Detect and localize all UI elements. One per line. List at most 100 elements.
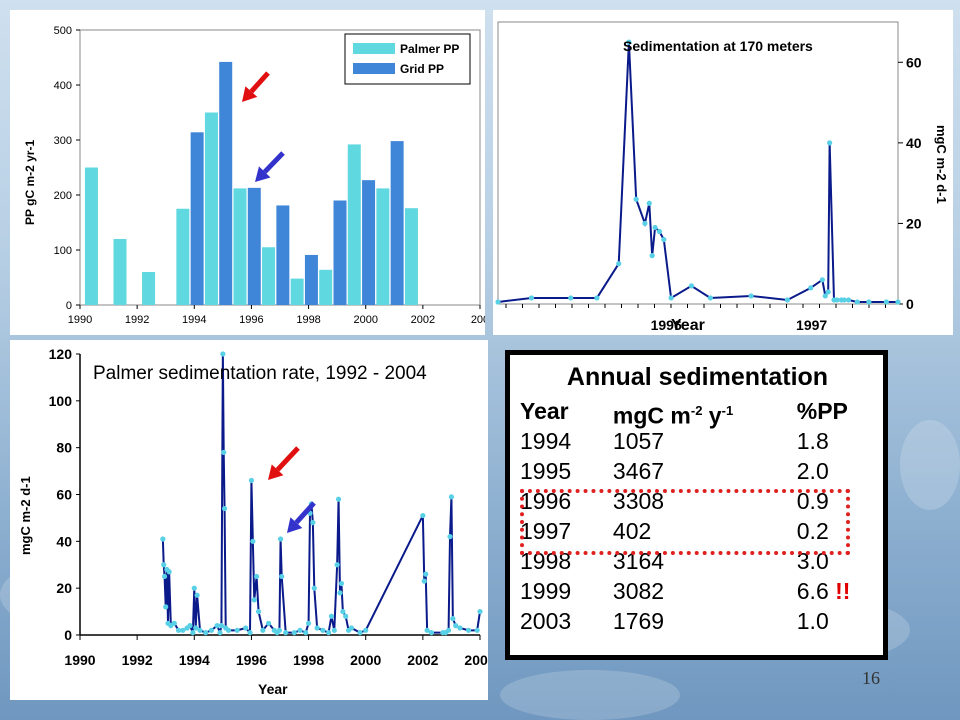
cell-pp-value: 1.0 — [796, 608, 829, 634]
annual-sedimentation-table: Annual sedimentation Year mgC m-2 y-1 %P… — [505, 350, 888, 660]
data-point — [220, 351, 226, 357]
red-arrow-icon-head — [242, 86, 258, 102]
data-point — [474, 627, 480, 633]
y-tick-label: 100 — [49, 393, 73, 409]
y-axis-label: mgC m-2 d-1 — [934, 125, 949, 204]
y-tick-label: 20 — [906, 215, 922, 231]
data-point — [688, 283, 695, 289]
data-point — [707, 295, 713, 301]
data-point — [420, 512, 426, 519]
x-axis-label: Year — [258, 681, 288, 697]
data-point — [218, 623, 225, 629]
data-point — [260, 627, 266, 633]
pp-bar-chart: 0 100 200 300 400 500 1990 1992 1994 1996 1998 2000… — [23, 25, 489, 326]
bar-grid-pp — [247, 187, 261, 305]
data-point — [265, 620, 272, 626]
pp-bar-chart-panel: 0 100 200 300 400 500 1990 1992 1994 1996 1998 2000… — [10, 10, 489, 335]
data-point — [495, 299, 501, 305]
table-row: 1995 3467 2.0 — [520, 456, 875, 486]
data-point — [250, 538, 256, 544]
data-point — [646, 200, 652, 206]
table-header-row: Year mgC m-2 y-1 %PP — [520, 396, 875, 429]
data-point — [465, 627, 472, 633]
cell-pp: 6.6 !! — [797, 576, 875, 606]
y-tick-label: 200 — [54, 190, 72, 202]
bar-palmer-pp — [233, 188, 247, 305]
bar-palmer-pp — [347, 144, 361, 305]
data-point — [808, 285, 814, 291]
data-point — [225, 627, 232, 633]
data-point — [214, 623, 220, 629]
y-axis-label: mgC m-2 d-1 — [18, 476, 33, 555]
data-point — [283, 630, 289, 636]
data-point — [822, 293, 828, 299]
palmer-sediment-chart: 0 20 40 60 80 100 120 1990 1992 1994 1996 1998 2000 2… — [18, 346, 496, 697]
cell-year: 2003 — [520, 608, 572, 634]
cell-mgc: 1057 — [612, 428, 665, 454]
data-point — [334, 562, 340, 568]
data-point — [208, 627, 215, 633]
data-point — [180, 627, 186, 633]
data-point — [160, 536, 166, 542]
data-point — [197, 627, 203, 633]
y-tick-label: 60 — [906, 54, 922, 70]
y-tick-label: 300 — [54, 135, 72, 147]
y-tick-label: 120 — [49, 346, 73, 362]
x-tick-label: 1996 — [651, 317, 682, 333]
data-point — [827, 140, 833, 146]
data-point — [310, 520, 316, 526]
x-tick-label: 1998 — [296, 314, 320, 326]
data-point — [328, 613, 335, 619]
data-point — [251, 597, 257, 603]
data-point — [343, 613, 349, 619]
red-arrow-icon — [242, 71, 270, 102]
data-point — [253, 573, 260, 580]
data-point — [428, 630, 435, 636]
red-arrow-icon-shaft — [249, 71, 270, 94]
data-point — [303, 630, 309, 636]
bar-palmer-pp — [176, 208, 190, 305]
data-point — [825, 289, 831, 295]
x-tick-label: 200 — [471, 314, 485, 326]
bar-palmer-pp — [404, 208, 418, 305]
cell-year: 1994 — [520, 428, 572, 454]
x-tick-label: 1998 — [293, 652, 324, 668]
y-axis-label: PP gC m-2 yr-1 — [23, 140, 37, 225]
chart-title: Sedimentation at 170 meters — [623, 38, 813, 54]
x-tick-label: 1996 — [239, 314, 263, 326]
data-point — [528, 295, 535, 301]
x-tick-label: 1990 — [64, 652, 95, 668]
data-point — [854, 299, 860, 305]
data-point — [340, 608, 346, 615]
data-point — [448, 494, 455, 500]
y-tick-label: 40 — [56, 533, 72, 549]
blue-arrow-icon-shaft — [262, 151, 285, 174]
cell-pp-value: 2.0 — [796, 458, 829, 484]
data-point — [171, 620, 177, 626]
bar-palmer-pp — [262, 247, 276, 305]
x-tick-label: 1990 — [68, 314, 92, 326]
cell-mgc: 3467 — [612, 458, 665, 484]
table-row: 2003 1769 1.0 — [520, 606, 875, 636]
cell-year: 1997 — [520, 518, 572, 544]
cell-year: 1995 — [520, 458, 572, 484]
data-point — [421, 578, 427, 584]
bar-palmer-pp — [113, 239, 127, 305]
data-point — [243, 625, 249, 631]
sediment-170m-chart-panel: 0 20 40 60 1996 1997 Sedimentation at 170 met… — [493, 10, 953, 335]
data-point — [819, 277, 825, 283]
x-tick-label: 2000 — [353, 314, 377, 326]
data-point — [845, 297, 852, 303]
bar-palmer-pp — [84, 167, 98, 305]
blue-arrow-icon-head — [287, 517, 303, 533]
data-point — [616, 261, 622, 267]
data-point — [297, 627, 303, 633]
header-year: Year — [520, 398, 569, 424]
red-arrow-icon-head — [268, 464, 284, 480]
cell-pp: 1.8 — [797, 426, 875, 456]
cell-pp: 2.0 — [797, 456, 875, 486]
data-point — [668, 295, 674, 301]
x-tick-label: 2004 — [464, 652, 488, 668]
data-point — [193, 625, 199, 631]
data-point — [166, 569, 172, 575]
